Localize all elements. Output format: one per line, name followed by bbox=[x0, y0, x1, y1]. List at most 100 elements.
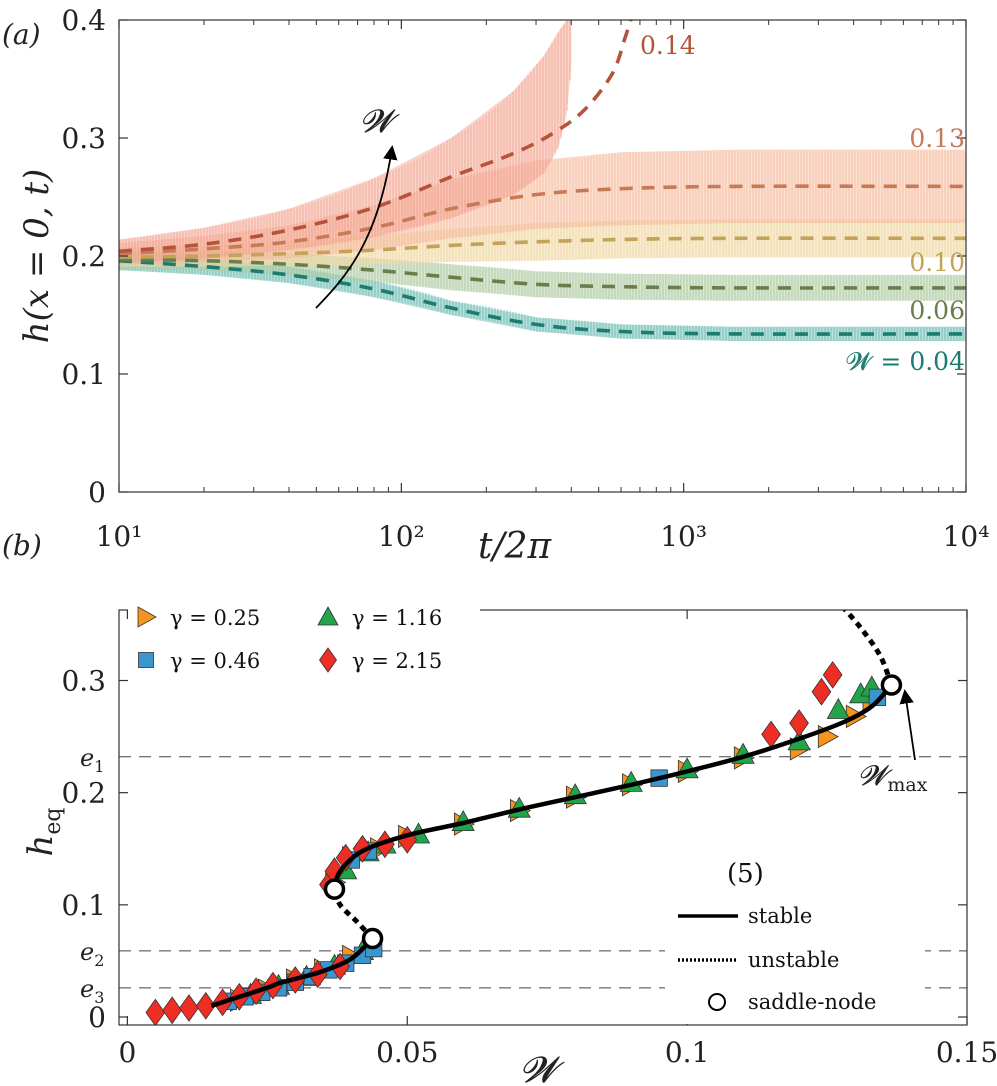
series-label-1: 0.06 bbox=[909, 296, 965, 325]
stable-branch-lower bbox=[210, 936, 375, 1008]
y-tick-label: 0.2 bbox=[61, 777, 106, 810]
y-tick-label: 0.1 bbox=[61, 889, 106, 922]
wmax-symbol: 𝓦 bbox=[858, 759, 893, 792]
data-point bbox=[822, 661, 843, 689]
line-legend-entry-2: saddle-node bbox=[708, 990, 876, 1014]
series-label-2: 0.10 bbox=[909, 248, 965, 277]
e-letter: e bbox=[80, 938, 94, 966]
line-legend: stable unstable saddle-node bbox=[665, 898, 925, 1024]
legend-marker bbox=[138, 652, 154, 668]
legend-label: γ = 0.25 bbox=[170, 606, 260, 630]
line-legend-entry-1: unstable bbox=[678, 948, 839, 972]
y-tick-label: 0.2 bbox=[61, 240, 106, 273]
panel-a-bands bbox=[119, 20, 966, 341]
ylabel-subscript: eq bbox=[41, 807, 66, 834]
panel-a-ticks: 10¹ 10² 10³ 10⁴ 0 0.1 0.2 0.3 0.4 bbox=[61, 4, 989, 553]
data-point bbox=[811, 677, 832, 706]
panel-b-ylabel-text: heq bbox=[21, 807, 66, 856]
data-point bbox=[179, 994, 199, 1022]
e-letter: e bbox=[80, 744, 94, 772]
line-legend-label: unstable bbox=[748, 948, 839, 972]
mean-line-series-1 bbox=[119, 257, 966, 290]
legend-marker bbox=[317, 606, 339, 626]
saddle-node-point bbox=[361, 927, 384, 950]
series-label-3: 0.13 bbox=[909, 124, 965, 153]
legend-entry-0: γ = 0.25 bbox=[137, 606, 260, 630]
y-tick-label: 0 bbox=[88, 476, 106, 509]
legend-entry-2: γ = 0.46 bbox=[138, 649, 260, 673]
legend-entry-3: γ = 2.15 bbox=[319, 647, 442, 673]
wmax-arrow bbox=[899, 689, 916, 761]
unstable-branch-top bbox=[842, 610, 894, 686]
mean-line-series-0 bbox=[119, 258, 966, 336]
e-subscript: 3 bbox=[94, 988, 104, 1007]
wmax-subscript: max bbox=[887, 774, 927, 796]
legend-marker bbox=[319, 647, 337, 673]
y-tick-label: 0.3 bbox=[61, 665, 106, 698]
legend-label: γ = 0.46 bbox=[170, 649, 260, 673]
increasing-w-arrow bbox=[315, 145, 398, 309]
y-tick-label: 0.4 bbox=[61, 4, 106, 37]
panel-a-lines bbox=[119, 20, 966, 336]
x-tick-label: 0.15 bbox=[936, 1036, 997, 1069]
panel-b-frame bbox=[118, 609, 968, 1026]
wmax-label: 𝓦max bbox=[858, 759, 928, 796]
panel-b-xlabel: 𝓦 bbox=[520, 1050, 565, 1086]
band-area bbox=[119, 251, 966, 341]
e-subscript: 1 bbox=[94, 757, 104, 776]
x-tick-label: 0.1 bbox=[665, 1036, 710, 1069]
data-point bbox=[195, 991, 216, 1020]
x-tick-label: 0.05 bbox=[376, 1036, 438, 1069]
mean-line-series-2 bbox=[119, 236, 966, 259]
data-point bbox=[868, 688, 887, 706]
line-legend-label: saddle-node bbox=[748, 990, 876, 1014]
ylabel-h: h bbox=[21, 835, 61, 857]
data-point bbox=[335, 843, 356, 872]
panel-a: (a) 10¹ 10² 10³ 10⁴ 0 0.1 0.2 0.3 0.4 𝓦 = 0.04 0.… bbox=[2, 4, 989, 567]
y-tick-label: 0 bbox=[88, 1001, 106, 1034]
x-tick-label: 10³ bbox=[660, 520, 707, 553]
e-label-1: e2 bbox=[80, 938, 104, 970]
line-legend-entry-0: stable bbox=[678, 904, 812, 928]
equation-label: (5) bbox=[727, 859, 764, 889]
saddle-node-point bbox=[880, 674, 903, 696]
band-area bbox=[119, 20, 572, 264]
mean-line-series-3 bbox=[119, 184, 966, 256]
panel-b-ylabel: heq bbox=[21, 807, 66, 856]
panel-b-ticks: 0 0.05 0.1 0.15 0 0.1 0.2 0.3 bbox=[61, 610, 997, 1069]
panel-b-saddle-nodes bbox=[323, 674, 903, 950]
e-letter: e bbox=[80, 975, 94, 1003]
e-label-2: e3 bbox=[80, 975, 104, 1007]
panel-a-xlabel: t/2π bbox=[478, 526, 553, 567]
legend-circle bbox=[708, 993, 726, 1011]
e-subscript: 2 bbox=[94, 951, 104, 970]
stable-branch-upper bbox=[332, 683, 894, 890]
data-point bbox=[145, 998, 166, 1025]
legend-entry-1: γ = 1.16 bbox=[317, 606, 442, 630]
data-point bbox=[761, 720, 781, 749]
mean-line-series-4 bbox=[119, 20, 633, 254]
data-point bbox=[826, 697, 850, 719]
panel-b-curves bbox=[210, 610, 894, 1008]
x-tick-label: 10¹ bbox=[96, 520, 143, 553]
legend-background bbox=[128, 598, 480, 680]
arrow-label-w: 𝓦 bbox=[360, 102, 400, 140]
panel-a-series-labels: 𝓦 = 0.04 0.06 0.10 0.13 0.14 bbox=[640, 31, 965, 376]
e-label-0: e1 bbox=[80, 744, 104, 776]
y-tick-label: 0.1 bbox=[61, 358, 106, 391]
x-tick-label: 10² bbox=[378, 520, 425, 553]
panel-a-label: (a) bbox=[2, 18, 41, 51]
series-label-4: 0.14 bbox=[640, 31, 696, 60]
legend-label: γ = 1.16 bbox=[352, 606, 442, 630]
data-point bbox=[162, 996, 182, 1025]
saddle-node-point bbox=[323, 878, 346, 900]
data-point bbox=[789, 709, 809, 737]
series-label-0: 𝓦 = 0.04 bbox=[846, 347, 965, 376]
x-tick-label: 0 bbox=[118, 1036, 136, 1069]
x-tick-label: 10⁴ bbox=[943, 520, 990, 553]
y-tick-label: 0.3 bbox=[61, 122, 106, 155]
legend-marker bbox=[137, 606, 157, 628]
legend: γ = 0.25 γ = 1.16 γ = 0.46 γ = 2.15 bbox=[128, 598, 480, 680]
